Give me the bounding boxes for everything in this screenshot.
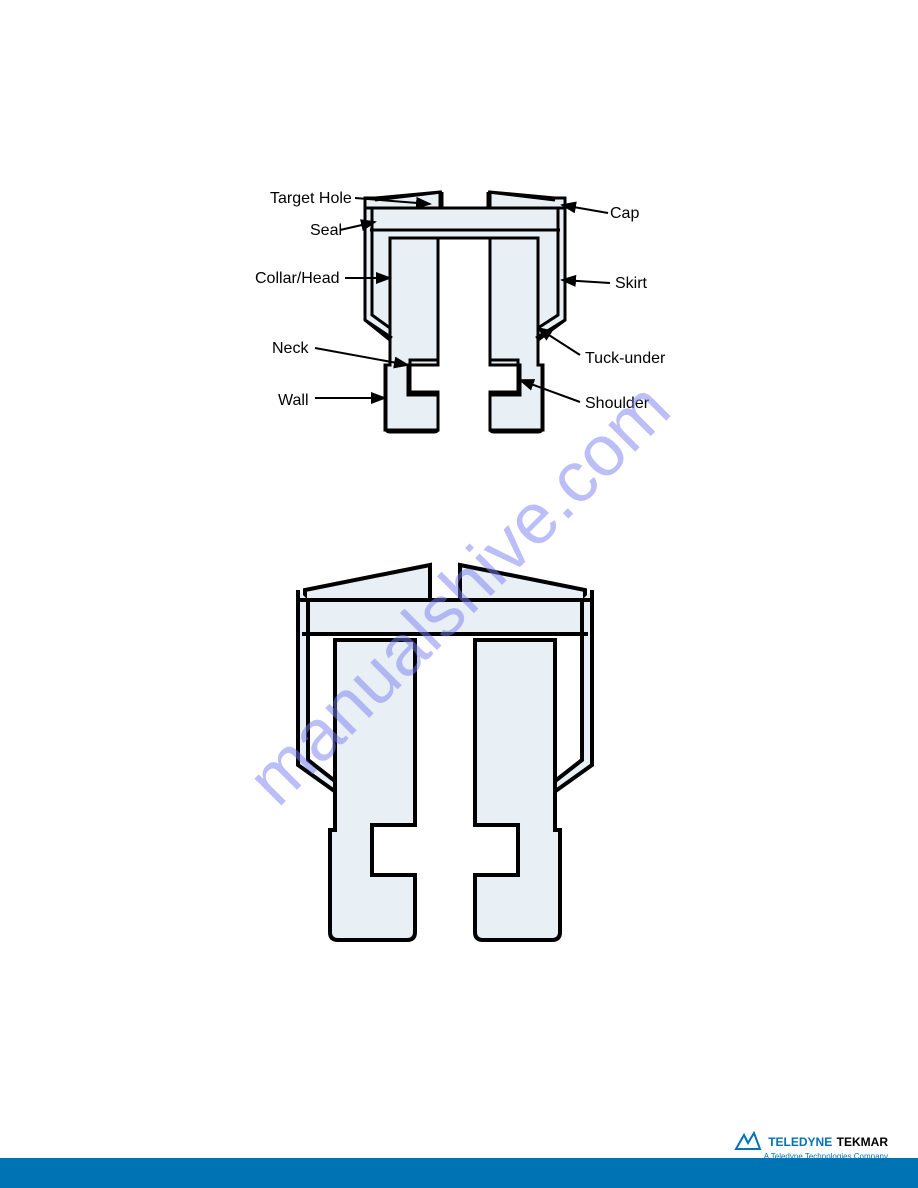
label-collar-head: Collar/Head — [255, 270, 339, 288]
label-target-hole: Target Hole — [270, 190, 352, 208]
label-shoulder: Shoulder — [585, 395, 649, 413]
vial-cross-section-large-svg — [280, 560, 610, 950]
diagram-enlarged — [280, 560, 610, 950]
brand-name: TELEDYNE — [768, 1135, 832, 1149]
brand-sub: TEKMAR — [837, 1135, 888, 1149]
vial-cross-section-svg — [190, 180, 720, 460]
label-seal: Seal — [310, 222, 342, 240]
label-neck: Neck — [272, 340, 308, 358]
teledyne-logo-icon — [734, 1131, 762, 1153]
label-cap: Cap — [610, 205, 639, 223]
footer-bar — [0, 1158, 918, 1188]
footer-logo: TELEDYNE TEKMAR — [734, 1131, 888, 1153]
label-tuck-under: Tuck-under — [585, 350, 665, 368]
label-skirt: Skirt — [615, 275, 647, 293]
page: manualshive.com — [0, 0, 918, 1188]
footer: TELEDYNE TEKMAR A Teledyne Technologies … — [0, 1118, 918, 1188]
diagram-labeled: Target Hole Seal Collar/Head Neck Wall C… — [190, 180, 720, 460]
label-wall: Wall — [278, 392, 309, 410]
